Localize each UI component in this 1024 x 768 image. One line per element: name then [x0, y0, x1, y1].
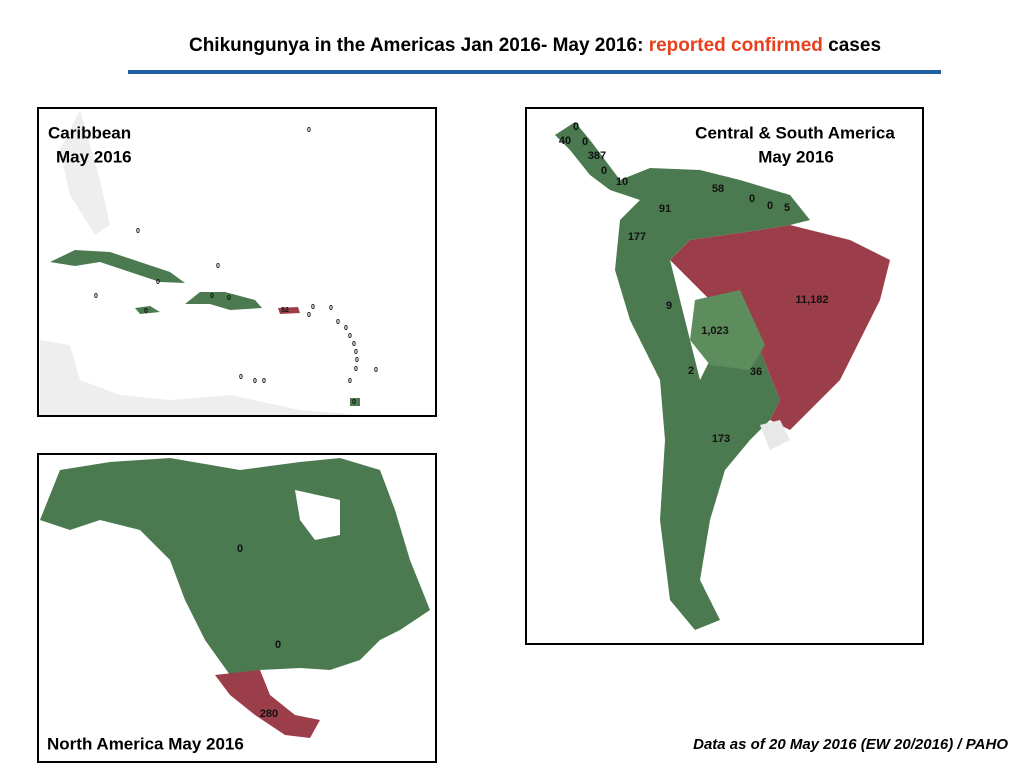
case-label: 0 — [352, 341, 356, 348]
case-label: 0 — [311, 304, 315, 311]
case-label: 0 — [253, 378, 257, 385]
panel-title: Central & South America — [695, 123, 895, 142]
case-label: 387 — [588, 150, 606, 162]
brazil — [670, 225, 890, 430]
panel-title: May 2016 — [56, 147, 132, 166]
case-label: 0 — [354, 366, 358, 373]
case-label: 0 — [307, 127, 311, 134]
case-label: 0 — [239, 374, 243, 381]
case-label: 0 — [262, 378, 266, 385]
title-end: cases — [828, 35, 881, 56]
central-south-america-panel: Central & South America May 2016 — [525, 107, 924, 645]
case-label: 173 — [712, 433, 730, 445]
case-label: 0 — [227, 295, 231, 302]
north-america-panel: North America May 2016 — [37, 453, 437, 763]
trinidad — [350, 398, 360, 406]
case-label: 0 — [348, 333, 352, 340]
case-label: 280 — [260, 708, 278, 720]
case-label: 52 — [281, 307, 289, 314]
jamaica — [135, 306, 160, 314]
footer-source: Data as of 20 May 2016 (EW 20/2016) / PA… — [693, 736, 1008, 753]
case-label: 0 — [582, 136, 588, 148]
panel-title: Caribbean — [48, 123, 131, 142]
case-label: 0 — [156, 279, 160, 286]
case-label: 0 — [144, 308, 148, 315]
case-label: 0 — [354, 349, 358, 356]
case-label: 0 — [352, 399, 356, 406]
florida — [60, 110, 110, 235]
case-label: 0 — [573, 121, 579, 133]
case-label: 40 — [559, 135, 571, 147]
panel-title: May 2016 — [758, 147, 834, 166]
case-label: 0 — [216, 263, 220, 270]
case-label: 0 — [374, 367, 378, 374]
case-label: 0 — [94, 293, 98, 300]
case-label: 0 — [749, 193, 755, 205]
south-america — [555, 122, 810, 630]
title: Chikungunya in the Americas Jan 2016- Ma… — [189, 35, 881, 56]
hudson-bay — [295, 490, 340, 540]
case-label: 177 — [628, 231, 646, 243]
case-label: 0 — [307, 312, 311, 319]
case-label: 36 — [750, 366, 762, 378]
case-label: 0 — [344, 325, 348, 332]
case-label: 1,023 — [701, 325, 729, 337]
case-label: 0 — [136, 228, 140, 235]
case-label: 5 — [784, 202, 790, 214]
case-label: 0 — [329, 305, 333, 312]
case-label: 11,182 — [795, 294, 828, 306]
case-label: 10 — [616, 176, 628, 188]
bolivia — [690, 290, 765, 370]
title-highlight: reported confirmed — [649, 35, 823, 56]
mexico — [215, 670, 320, 738]
case-label: 0 — [355, 357, 359, 364]
case-label: 0 — [336, 319, 340, 326]
hispaniola — [185, 292, 262, 310]
case-label: 0 — [237, 543, 243, 555]
case-label: 91 — [659, 203, 671, 215]
panel-title: North America May 2016 — [47, 734, 244, 753]
title-start: Chikungunya in the Americas Jan 2016- Ma… — [189, 35, 643, 56]
case-label: 0 — [601, 165, 607, 177]
case-label: 9 — [666, 300, 672, 312]
south-land — [40, 340, 360, 415]
case-label: 0 — [767, 200, 773, 212]
case-label: 2 — [688, 365, 694, 377]
uruguay — [760, 420, 790, 450]
case-label: 0 — [275, 639, 281, 651]
case-label: 0 — [348, 378, 352, 385]
case-label: 58 — [712, 183, 724, 195]
cuba — [50, 250, 185, 283]
case-label: 0 — [210, 293, 214, 300]
caribbean-panel: Caribbean May 2016 — [37, 107, 437, 417]
puerto-rico — [278, 307, 300, 314]
